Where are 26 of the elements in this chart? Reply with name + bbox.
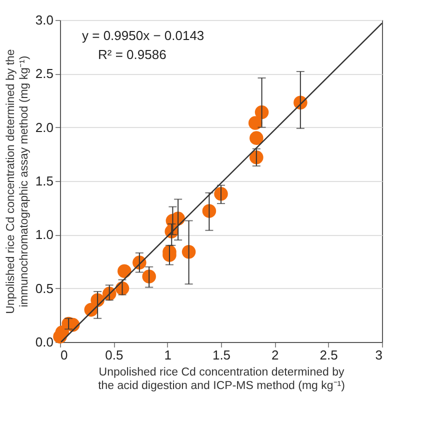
annotation: y = 0.9950x − 0.0143 (82, 28, 204, 43)
point (142, 270, 156, 284)
x-tick-label: 0.5 (105, 348, 124, 362)
point (182, 244, 196, 259)
y-tick-label: 0.5 (35, 280, 54, 296)
point (53, 330, 67, 344)
annotation: R² = 0.9586 (98, 47, 166, 62)
x-tick-label: 0 (60, 348, 68, 362)
x-tick-label: 1.5 (212, 348, 231, 362)
y-tick-label: 2.5 (35, 66, 54, 82)
point (248, 116, 262, 130)
x-tick-label: 1 (164, 348, 172, 362)
point (214, 187, 228, 201)
y-tick-label: 0.0 (35, 334, 54, 350)
x-axis-title: Unpolished rice Cd concentration determined by the acid digestion and ICP-MS method (mg kg⁻¹) (98, 366, 346, 392)
y-axis-title: Unpolished rice Cd concentration determined by the immunochromatographic assay method (mg kg⁻¹) (4, 49, 30, 314)
x-tick-label: 2.5 (320, 348, 338, 362)
x-tick-label: 2 (272, 348, 279, 362)
point (250, 131, 264, 145)
y-tick-label: 2.0 (35, 120, 54, 135)
point (118, 264, 132, 278)
y-tick-label: 3.0 (35, 12, 54, 28)
y-tick-label: 1.0 (35, 227, 54, 242)
x-tick-label: 3 (375, 348, 382, 362)
y-tick-label: 1.5 (35, 174, 54, 188)
point (202, 204, 216, 218)
